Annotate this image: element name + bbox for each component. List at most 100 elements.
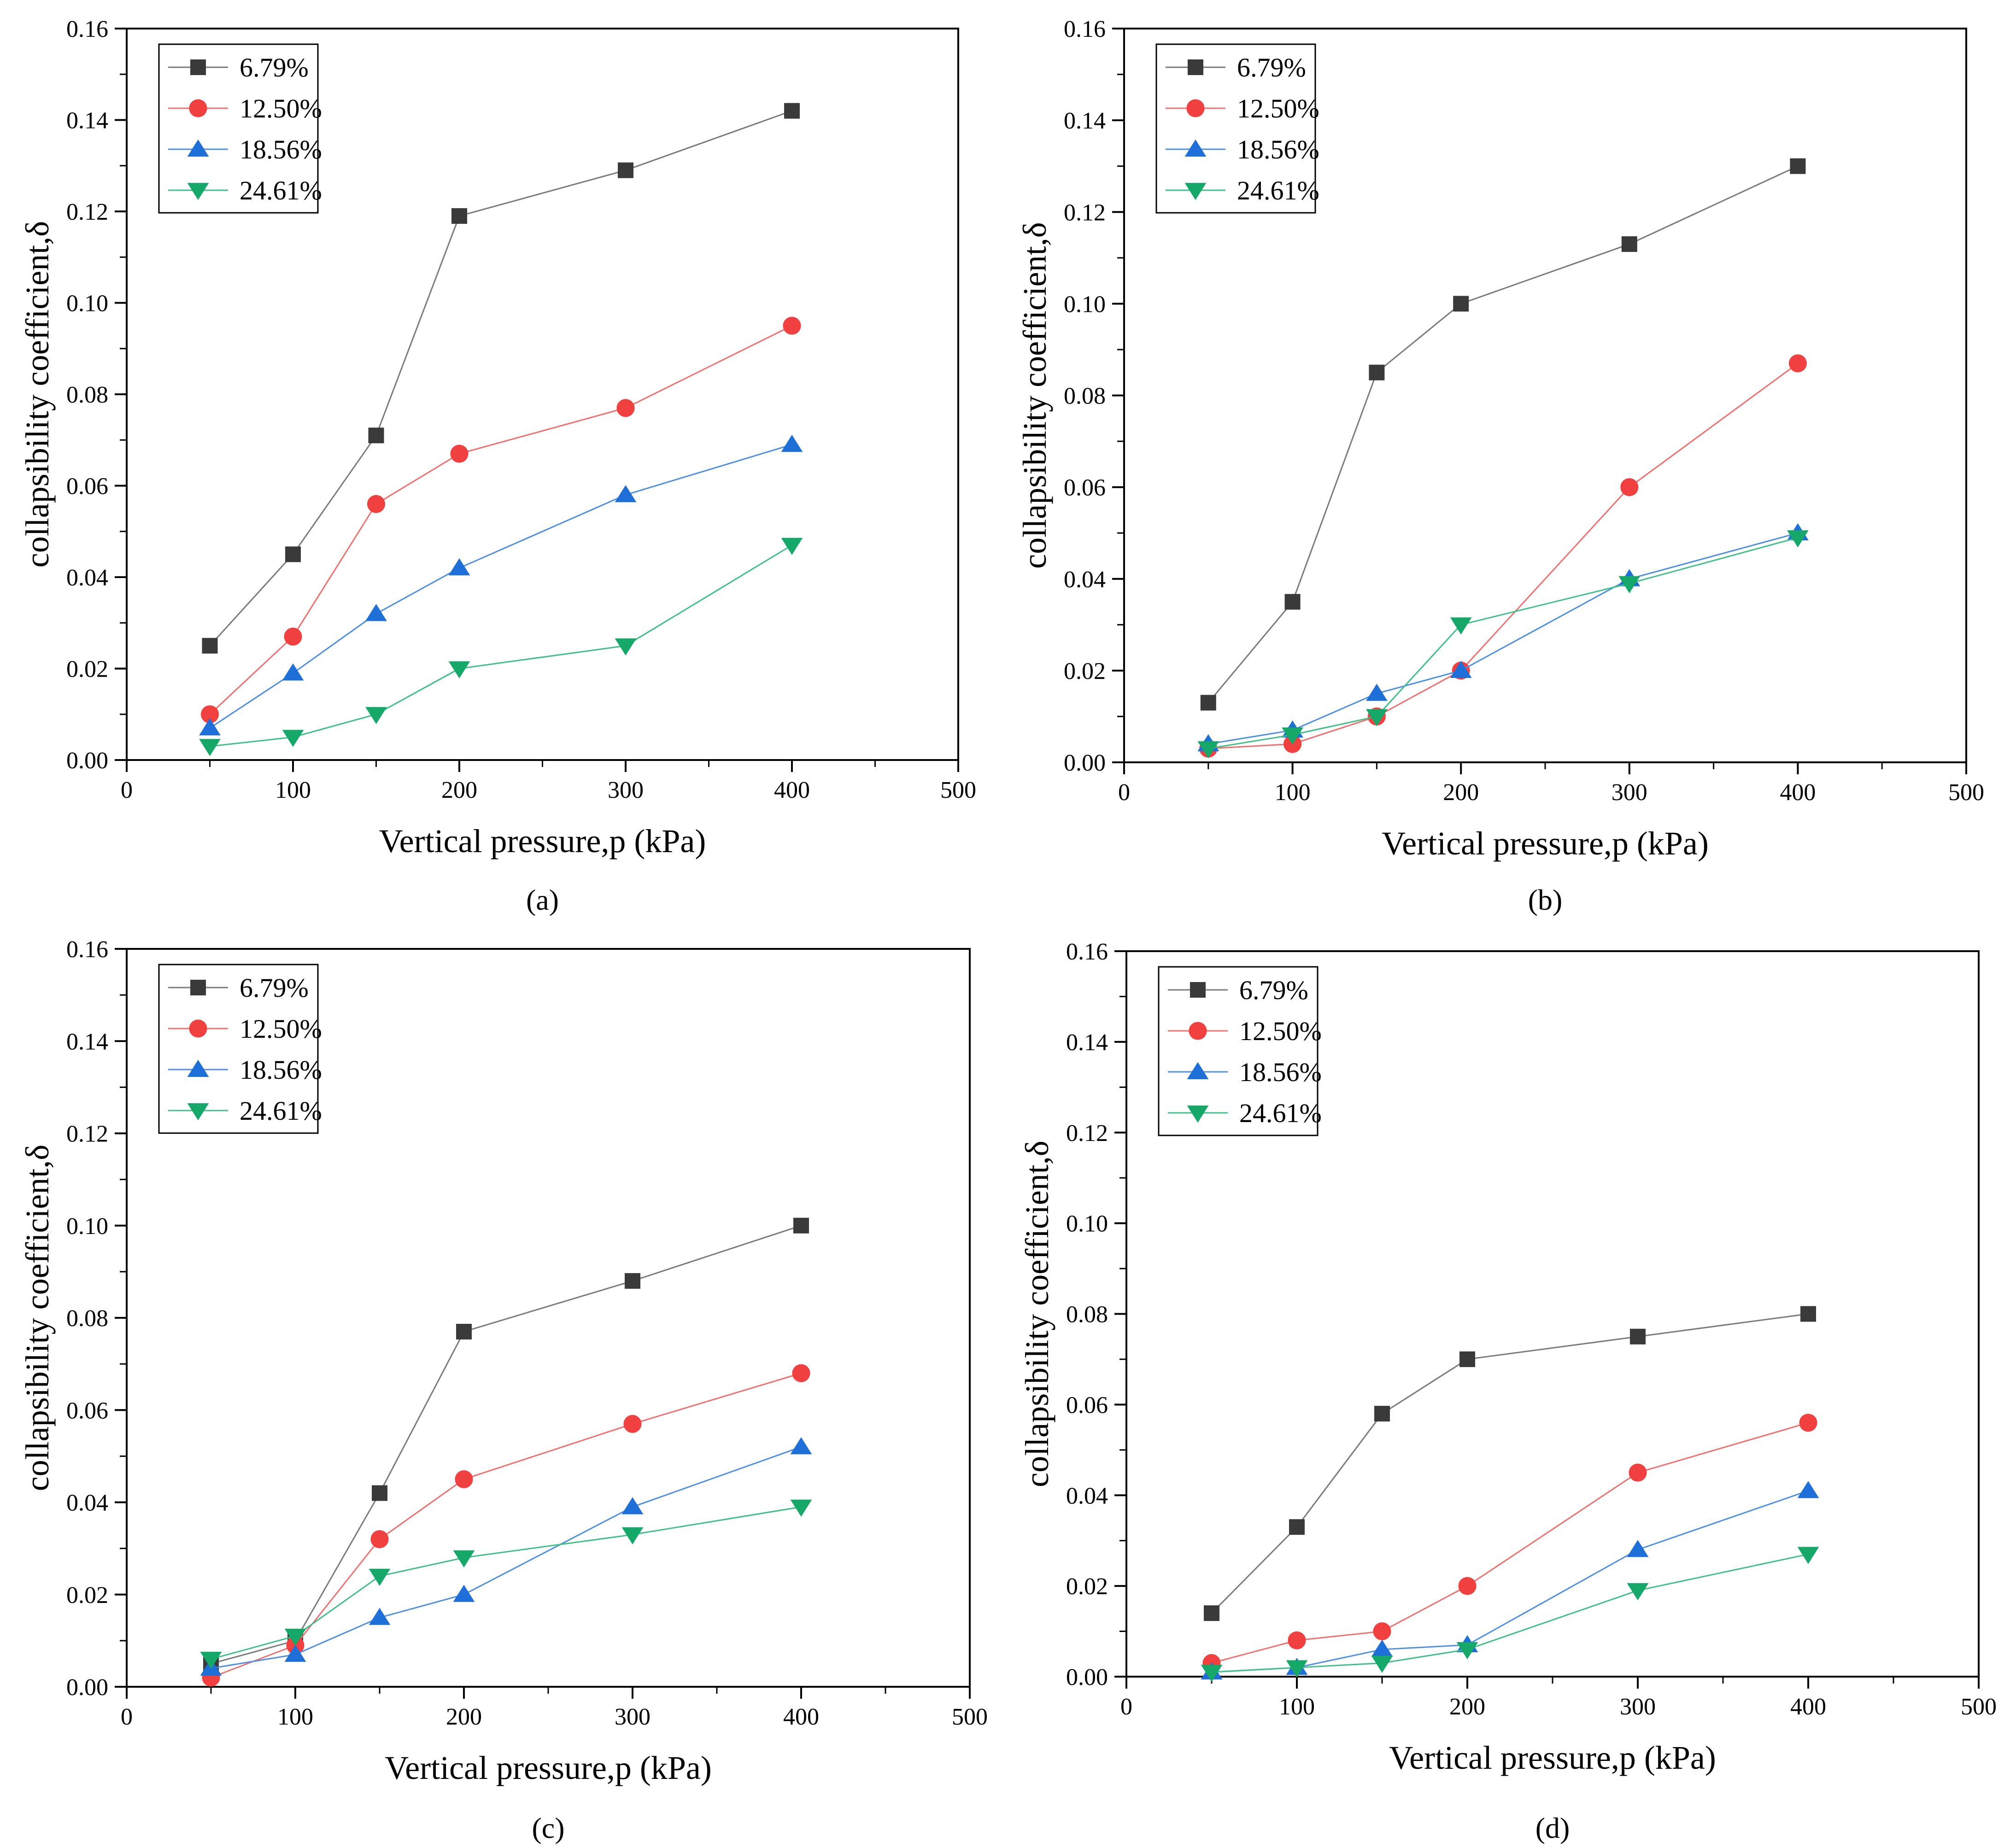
panel-d-data-point xyxy=(1627,1583,1649,1601)
panel-a-data-point xyxy=(615,638,637,656)
panel-a-y-tick-label: 0.16 xyxy=(66,16,108,42)
panel-a-data-point xyxy=(282,663,304,681)
panel-b-x-tick-label: 200 xyxy=(1443,779,1479,806)
panel-a-data-point xyxy=(616,399,635,417)
panel-a-x-tick-label: 200 xyxy=(441,777,477,803)
panel-c-data-point xyxy=(369,1608,391,1625)
panel-b-data-point xyxy=(1450,617,1472,635)
panel-c-y-tick-label: 0.06 xyxy=(66,1398,108,1424)
panel-c-x-tick-label: 100 xyxy=(277,1704,313,1730)
panel-a-data-point xyxy=(368,427,384,444)
panel-c-x-tick-label: 200 xyxy=(446,1704,482,1730)
panel-b-legend-label: 18.56% xyxy=(1237,135,1319,164)
panel-a-series-line xyxy=(209,444,792,729)
panel-a-data-point xyxy=(784,103,800,119)
panel-d-y-tick-label: 0.10 xyxy=(1066,1211,1108,1237)
panel-c-x-tick-label: 400 xyxy=(783,1704,819,1730)
panel-b-data-point xyxy=(1453,296,1469,312)
panel-b-series-3 xyxy=(1197,530,1809,759)
panel-b-y-tick-label: 0.12 xyxy=(1064,199,1106,226)
panel-a-series-1 xyxy=(200,316,801,724)
panel-d-series-0 xyxy=(1204,1306,1816,1621)
panel-a-series-0 xyxy=(202,103,800,654)
panel-a-legend-label: 24.61% xyxy=(240,175,322,205)
panel-b-x-tick-label: 0 xyxy=(1118,779,1130,806)
panel-d-chart: 0 100 200 300 400 500 0.00 0.02 0.04 0.06 0.08 0.10… xyxy=(1019,939,1997,1844)
panel-a-data-point xyxy=(365,707,387,724)
panel-c-y-tick-label: 0.04 xyxy=(66,1490,108,1516)
panel-d-x-tick-label: 100 xyxy=(1279,1694,1315,1720)
panel-b-chart: 0 100 200 300 400 500 0.00 0.02 0.04 0.06 0.08 0.10… xyxy=(1016,16,1984,916)
panel-a-data-point xyxy=(285,546,301,562)
panel-b-legend-label: 6.79% xyxy=(1237,53,1306,82)
panel-c-data-point xyxy=(200,1651,222,1669)
panel-b-data-point xyxy=(1200,695,1216,711)
panel-d-data-point xyxy=(1627,1540,1649,1557)
panel-a-legend-label: 18.56% xyxy=(240,135,322,164)
panel-a-data-point xyxy=(365,604,387,621)
panel-d-series-line xyxy=(1211,1553,1809,1673)
panel-c-x-tick-label: 0 xyxy=(121,1704,133,1730)
panel-b-y-tick-label: 0.00 xyxy=(1064,750,1106,776)
panel-b-y-axis-title: collapsibility coefficient,δ xyxy=(1016,222,1053,568)
panel-a-data-point xyxy=(781,434,803,452)
panel-a-y-tick-label: 0.14 xyxy=(66,108,108,134)
panel-b-legend-marker xyxy=(1184,183,1207,200)
panel-b-data-point xyxy=(1620,478,1639,497)
panel-d-legend-marker xyxy=(1187,1105,1209,1123)
panel-d-data-point xyxy=(1458,1577,1477,1595)
panel-b-series-2 xyxy=(1197,523,1809,752)
panel-b-data-point xyxy=(1284,594,1301,610)
panel-d-data-point xyxy=(1630,1328,1646,1345)
panel-d-legend-label: 18.56% xyxy=(1239,1057,1322,1087)
panel-c-legend-label: 24.61% xyxy=(240,1096,322,1126)
panel-b-data-point xyxy=(1369,364,1385,380)
panel-c-legend-label: 12.50% xyxy=(240,1014,322,1044)
panel-b-y-tick-label: 0.08 xyxy=(1064,383,1106,409)
panel-b-data-point xyxy=(1787,530,1809,548)
panel-b-data-point xyxy=(1366,684,1388,701)
panel-d-data-point xyxy=(1459,1351,1475,1367)
panel-a-legend-marker xyxy=(187,139,209,157)
panel-c-legend-box xyxy=(158,964,319,1134)
panel-c-x-axis-title: Vertical pressure,p (kPa) xyxy=(385,1749,712,1786)
panel-a-data-point xyxy=(202,637,218,654)
panel-b-legend-marker xyxy=(1188,59,1203,75)
panel-a-y-tick-label: 0.00 xyxy=(66,748,108,774)
panel-d-legend-marker xyxy=(1187,1062,1209,1079)
panel-c-legend-marker xyxy=(190,980,206,995)
panel-a-data-point xyxy=(451,208,467,224)
panel-a-legend-marker xyxy=(190,59,206,75)
panel-d-y-tick-label: 0.16 xyxy=(1066,939,1108,965)
panel-b-series-line xyxy=(1208,537,1798,749)
panel-b-data-point xyxy=(1788,354,1807,373)
panel-d-legend-marker xyxy=(1190,982,1206,998)
panel-b-series-line xyxy=(1207,165,1799,703)
panel-c-data-point xyxy=(453,1550,475,1567)
panel-d-y-axis-title: collapsibility coefficient,δ xyxy=(1019,1140,1055,1487)
panel-a-data-point xyxy=(367,495,386,513)
panel-c-legend-marker xyxy=(187,1103,209,1121)
panel-c-y-tick-label: 0.02 xyxy=(66,1582,108,1608)
panel-c-data-point xyxy=(453,1585,475,1602)
panel-b-y-tick-label: 0.04 xyxy=(1064,567,1106,593)
panel-c-legend-label: 18.56% xyxy=(240,1055,322,1085)
panel-d-series-line xyxy=(1211,1313,1809,1614)
panel-c-caption: (c) xyxy=(532,1812,564,1844)
panel-a-x-tick-label: 400 xyxy=(774,777,810,803)
panel-a-x-axis-title: Vertical pressure,p (kPa) xyxy=(379,823,706,860)
panel-b-legend-label: 12.50% xyxy=(1237,94,1319,123)
panel-c-series-0 xyxy=(203,1217,809,1672)
panel-d-y-tick-label: 0.08 xyxy=(1066,1302,1108,1328)
panel-a-legend-marker xyxy=(189,99,207,117)
panel-a-y-tick-label: 0.12 xyxy=(66,199,108,225)
panel-c-data-point xyxy=(621,1497,644,1515)
panel-a-x-tick-label: 0 xyxy=(121,777,133,803)
panel-b-x-axis-title: Vertical pressure,p (kPa) xyxy=(1382,825,1709,862)
panel-b-legend-label: 24.61% xyxy=(1237,175,1319,205)
panel-a-series-2 xyxy=(199,434,803,736)
panel-c-series-line xyxy=(211,1446,802,1669)
panel-d-data-point xyxy=(1799,1414,1817,1432)
panel-a-data-point xyxy=(781,538,803,555)
